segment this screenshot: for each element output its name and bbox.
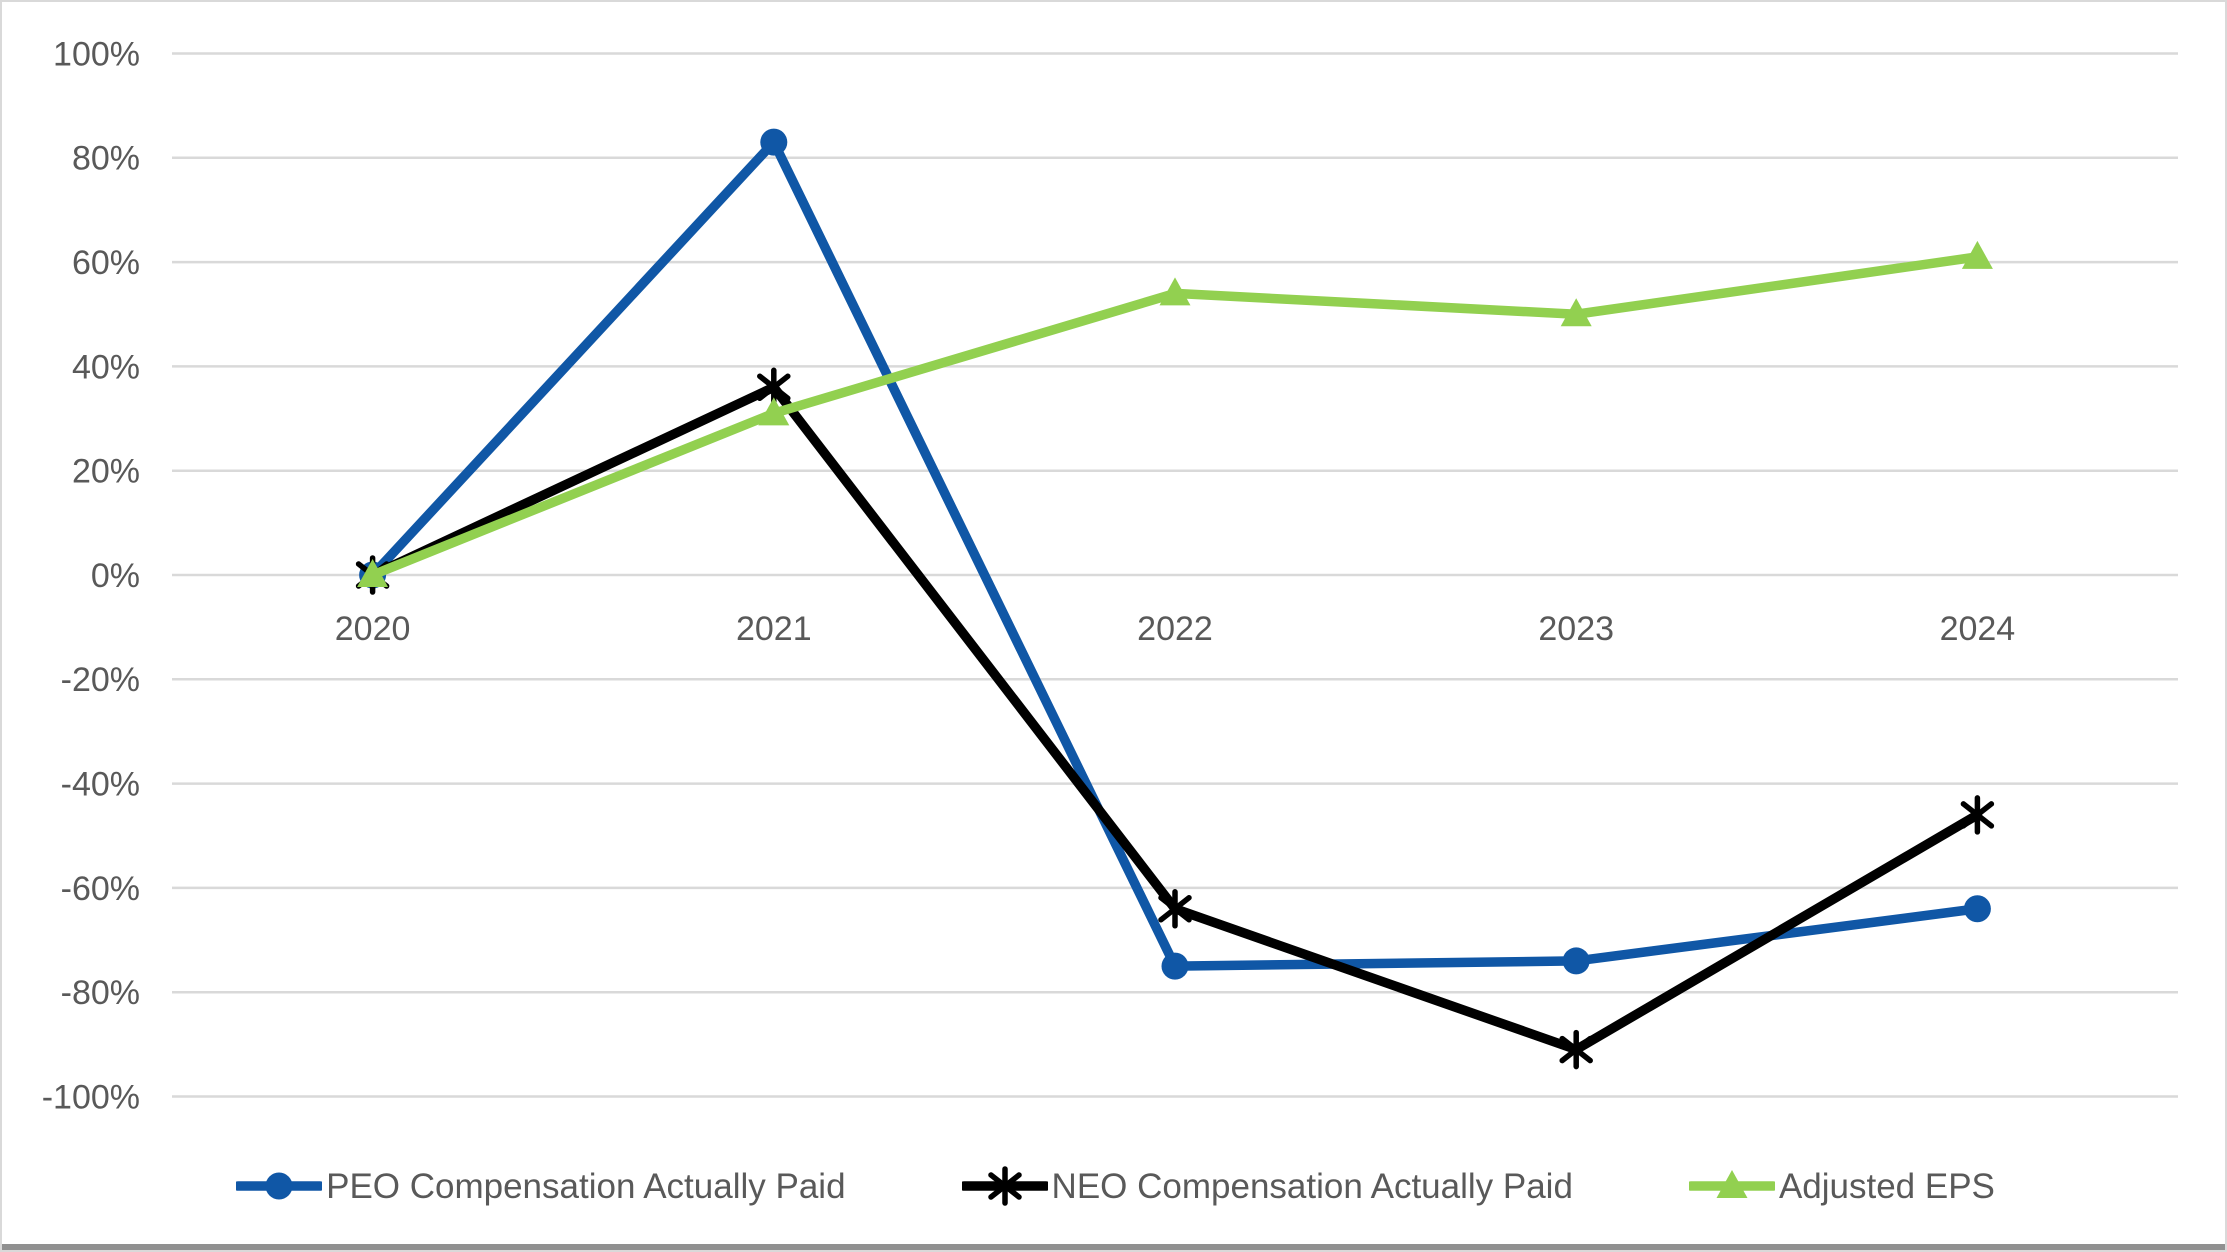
asterisk-marker-icon: [1960, 801, 1995, 829]
y-axis-tick-label: 20%: [72, 453, 140, 491]
x-axis-tick-label: 2020: [335, 610, 411, 648]
y-axis-tick-label: 60%: [72, 244, 140, 282]
circle-marker-icon: [1963, 895, 1991, 923]
y-axis-tick-label: 40%: [72, 348, 140, 386]
asterisk-marker-icon: [987, 1172, 1022, 1200]
legend-marker-swatch: [1688, 1170, 1775, 1198]
y-axis-tick-label: -80%: [61, 974, 140, 1012]
chart-legend: PEO Compensation Actually Paid NEO Compe…: [2, 1148, 2225, 1224]
circle-marker-icon: [1562, 947, 1590, 975]
x-axis-tick-label: 2023: [1538, 610, 1614, 648]
circle-marker-icon: [236, 1166, 323, 1206]
circle-marker-icon: [265, 1172, 293, 1200]
series-line: [367, 382, 1983, 1055]
legend-label-neo: NEO Compensation Actually Paid: [1051, 1166, 1573, 1206]
triangle-marker-icon: [1560, 298, 1592, 327]
circle-marker-icon: [760, 128, 788, 156]
y-axis-tick-label: -40%: [61, 766, 140, 804]
triangle-marker-icon: [1159, 277, 1191, 306]
series-line: [367, 137, 1983, 971]
x-axis-tick-label: 2022: [1137, 610, 1213, 648]
legend-label-peo: PEO Compensation Actually Paid: [326, 1166, 846, 1206]
legend-label-eps: Adjusted EPS: [1778, 1166, 1995, 1206]
triangle-marker-icon: [1716, 1170, 1748, 1198]
y-axis-tick-label: 80%: [72, 140, 140, 178]
legend-item-eps[interactable]: Adjusted EPS: [1688, 1166, 1995, 1206]
legend-item-peo[interactable]: PEO Compensation Actually Paid: [236, 1166, 846, 1206]
y-axis-tick-label: -60%: [61, 870, 140, 908]
y-axis-tick-label: 0%: [91, 557, 140, 595]
asterisk-marker-icon: [961, 1166, 1048, 1206]
window-bottom-edge: [2, 1244, 2225, 1250]
legend-item-neo[interactable]: NEO Compensation Actually Paid: [961, 1166, 1573, 1206]
triangle-marker-icon: [357, 559, 389, 587]
y-axis-tick-label: -20%: [61, 661, 140, 699]
legend-marker-swatch: [961, 1166, 1048, 1206]
asterisk-marker-icon: [757, 373, 791, 402]
asterisk-marker-icon: [1559, 1035, 1593, 1064]
x-axis-tick-label: 2021: [736, 610, 812, 648]
asterisk-marker-icon: [1158, 895, 1192, 923]
triangle-marker-icon: [1961, 240, 1993, 269]
circle-marker-icon: [1161, 952, 1189, 980]
legend-marker-swatch: [236, 1172, 323, 1200]
x-axis-tick-label: 2024: [1940, 610, 2016, 648]
triangle-marker-icon: [758, 397, 790, 426]
y-axis-tick-label: -100%: [42, 1078, 140, 1116]
y-axis-tick-label: 100%: [53, 35, 140, 73]
triangle-marker-icon: [1688, 1166, 1775, 1206]
